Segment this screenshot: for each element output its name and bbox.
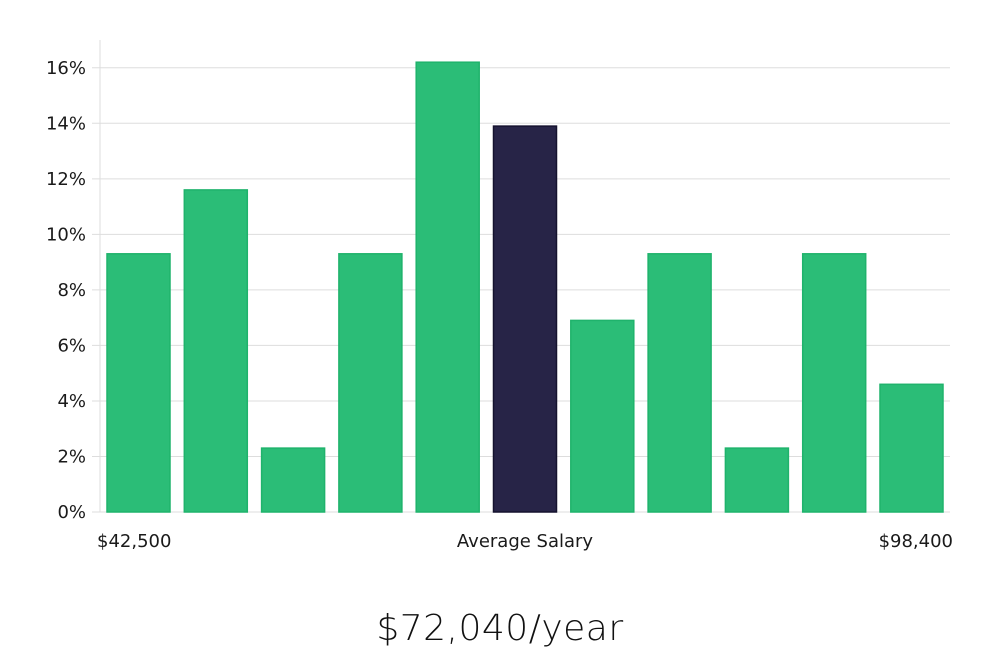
bar-1: [106, 253, 171, 513]
y-tick-label-10: 10%: [46, 224, 86, 245]
y-tick-label-14: 14%: [46, 113, 86, 134]
bar-7: [570, 319, 635, 513]
y-tick-label-8: 8%: [57, 280, 86, 301]
bar-8: [647, 253, 712, 513]
bar-2: [183, 189, 249, 513]
bar-highlight-average: [492, 125, 558, 513]
y-tick-label-2: 2%: [57, 446, 86, 467]
x-max-label: $98,400: [879, 531, 953, 552]
bars: [106, 61, 944, 513]
y-tick-label-12: 12%: [46, 169, 86, 190]
bar-3: [260, 447, 326, 513]
y-tick-label-16: 16%: [46, 58, 86, 79]
x-axis-labels: $42,500 Average Salary $98,400: [97, 531, 953, 552]
x-axis-title: Average Salary: [457, 531, 594, 552]
y-tick-label-4: 4%: [57, 391, 86, 412]
bar-4: [338, 253, 403, 513]
bar-11: [879, 383, 944, 513]
y-tick-label-6: 6%: [57, 335, 86, 356]
bar-9: [724, 447, 790, 513]
bar-5: [415, 61, 480, 513]
bar-10: [801, 253, 867, 513]
x-min-label: $42,500: [97, 531, 171, 552]
average-salary-value: $72,040/year: [376, 608, 624, 649]
y-axis-ticks: 0% 2% 4% 6% 8% 10% 12% 14% 16%: [46, 58, 86, 523]
y-tick-label-0: 0%: [57, 502, 86, 523]
